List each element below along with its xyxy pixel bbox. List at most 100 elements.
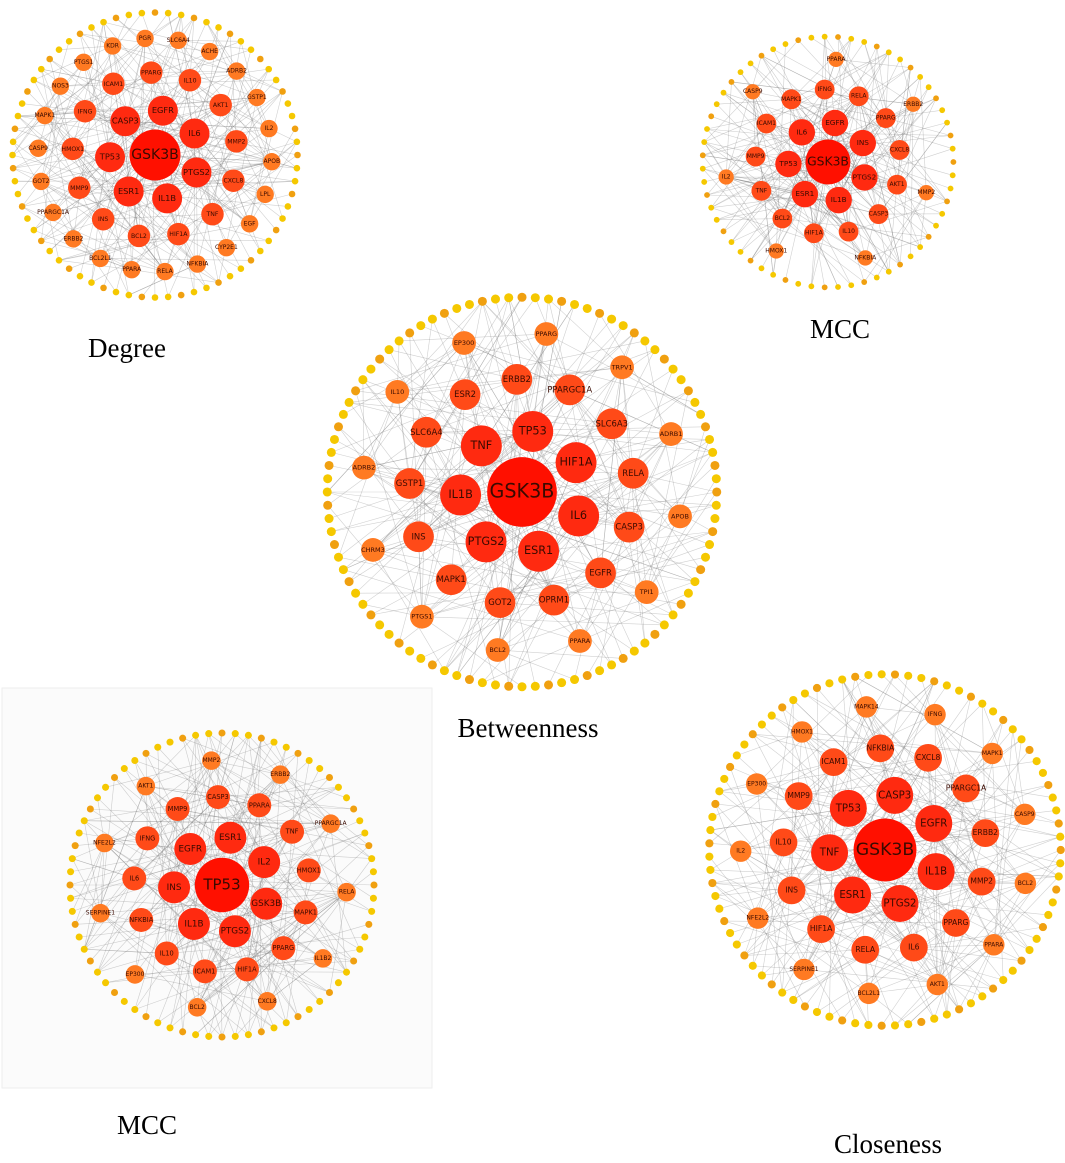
- node-label: RELA: [851, 93, 867, 100]
- peripheral-node: [582, 670, 592, 681]
- node-label: ICAM1: [757, 120, 776, 127]
- node-label: EGF: [244, 220, 256, 227]
- node-label: KDR: [106, 42, 119, 49]
- node: [610, 355, 634, 380]
- edge: [230, 787, 339, 839]
- peripheral-node: [767, 980, 776, 989]
- peripheral-node: [142, 1013, 150, 1021]
- edge: [716, 99, 792, 105]
- edge: [370, 572, 601, 616]
- node: [487, 457, 557, 527]
- node: [881, 884, 919, 922]
- node: [905, 96, 921, 112]
- node: [568, 629, 592, 653]
- peripheral-node: [272, 226, 280, 234]
- edge: [72, 148, 168, 199]
- node-label: ESR1: [219, 833, 242, 843]
- peripheral-node: [1048, 898, 1057, 907]
- peripheral-node: [700, 552, 711, 562]
- edge: [134, 969, 248, 1010]
- node-label: PPARGC1A: [547, 384, 592, 394]
- node: [756, 113, 777, 134]
- edge: [499, 439, 710, 603]
- peripheral-node: [342, 968, 351, 976]
- peripheral-node: [334, 783, 342, 791]
- node: [68, 176, 91, 200]
- edge: [497, 516, 681, 651]
- peripheral-node: [203, 284, 210, 292]
- node: [814, 79, 835, 100]
- node: [538, 584, 570, 616]
- peripheral-node: [166, 1024, 174, 1032]
- node-label: MAPK1: [34, 112, 55, 119]
- peripheral-node: [544, 680, 554, 690]
- peripheral-node: [237, 265, 245, 273]
- peripheral-node: [361, 829, 369, 837]
- peripheral-node: [861, 39, 868, 45]
- node-label: ESR2: [454, 389, 476, 399]
- peripheral-node: [705, 434, 715, 444]
- peripheral-node: [76, 30, 84, 38]
- node: [924, 703, 946, 726]
- edge: [456, 515, 579, 676]
- edge: [40, 181, 179, 235]
- node: [240, 215, 259, 233]
- node-label: INS: [98, 216, 108, 223]
- peripheral-node: [366, 364, 376, 374]
- edge: [756, 783, 783, 993]
- node-label: HMOX1: [61, 146, 84, 153]
- edge: [397, 342, 465, 393]
- node-label: HMOX1: [297, 866, 321, 874]
- peripheral-node: [46, 247, 53, 255]
- edge: [372, 349, 656, 551]
- edge: [791, 757, 929, 891]
- node: [403, 521, 434, 553]
- peripheral-node: [316, 765, 324, 773]
- node: [942, 909, 970, 937]
- peripheral-node: [237, 37, 245, 45]
- edge: [548, 298, 623, 368]
- peripheral-node: [690, 577, 700, 587]
- peripheral-node: [808, 34, 815, 41]
- node: [555, 442, 597, 484]
- edge: [981, 849, 1061, 882]
- edge: [134, 878, 236, 932]
- peripheral-node: [732, 751, 741, 760]
- node-label: MMP2: [202, 757, 220, 764]
- edge: [829, 706, 867, 853]
- edge: [177, 735, 249, 810]
- peripheral-node: [338, 409, 348, 419]
- edge: [710, 808, 849, 831]
- edge: [280, 774, 361, 950]
- edge: [709, 843, 830, 854]
- node-label: MAPK1: [294, 908, 317, 916]
- node-label: IL10: [160, 949, 174, 957]
- edge: [993, 729, 1014, 945]
- edge: [103, 213, 213, 220]
- edge: [726, 117, 886, 178]
- node: [205, 785, 230, 810]
- edge: [866, 706, 936, 715]
- edge: [40, 69, 74, 239]
- peripheral-node: [668, 610, 678, 620]
- peripheral-node: [706, 826, 715, 835]
- node: [811, 834, 849, 872]
- node-label: ESR1: [839, 890, 865, 901]
- edge: [134, 796, 219, 879]
- node-label: NFE2L2: [746, 915, 769, 922]
- edge: [182, 737, 281, 775]
- peripheral-node: [14, 190, 22, 198]
- peripheral-node: [699, 152, 706, 159]
- edge: [855, 676, 993, 754]
- peripheral-node: [618, 321, 628, 331]
- node-label: MMP9: [168, 805, 188, 813]
- edge: [229, 33, 237, 142]
- node-label: SLC6A3: [596, 418, 628, 428]
- peripheral-node: [177, 291, 185, 299]
- node: [772, 208, 793, 229]
- node: [147, 95, 178, 126]
- node-label: MMP9: [70, 185, 88, 192]
- edge: [397, 301, 483, 393]
- node-label: MMP2: [917, 189, 935, 196]
- edge: [888, 184, 898, 272]
